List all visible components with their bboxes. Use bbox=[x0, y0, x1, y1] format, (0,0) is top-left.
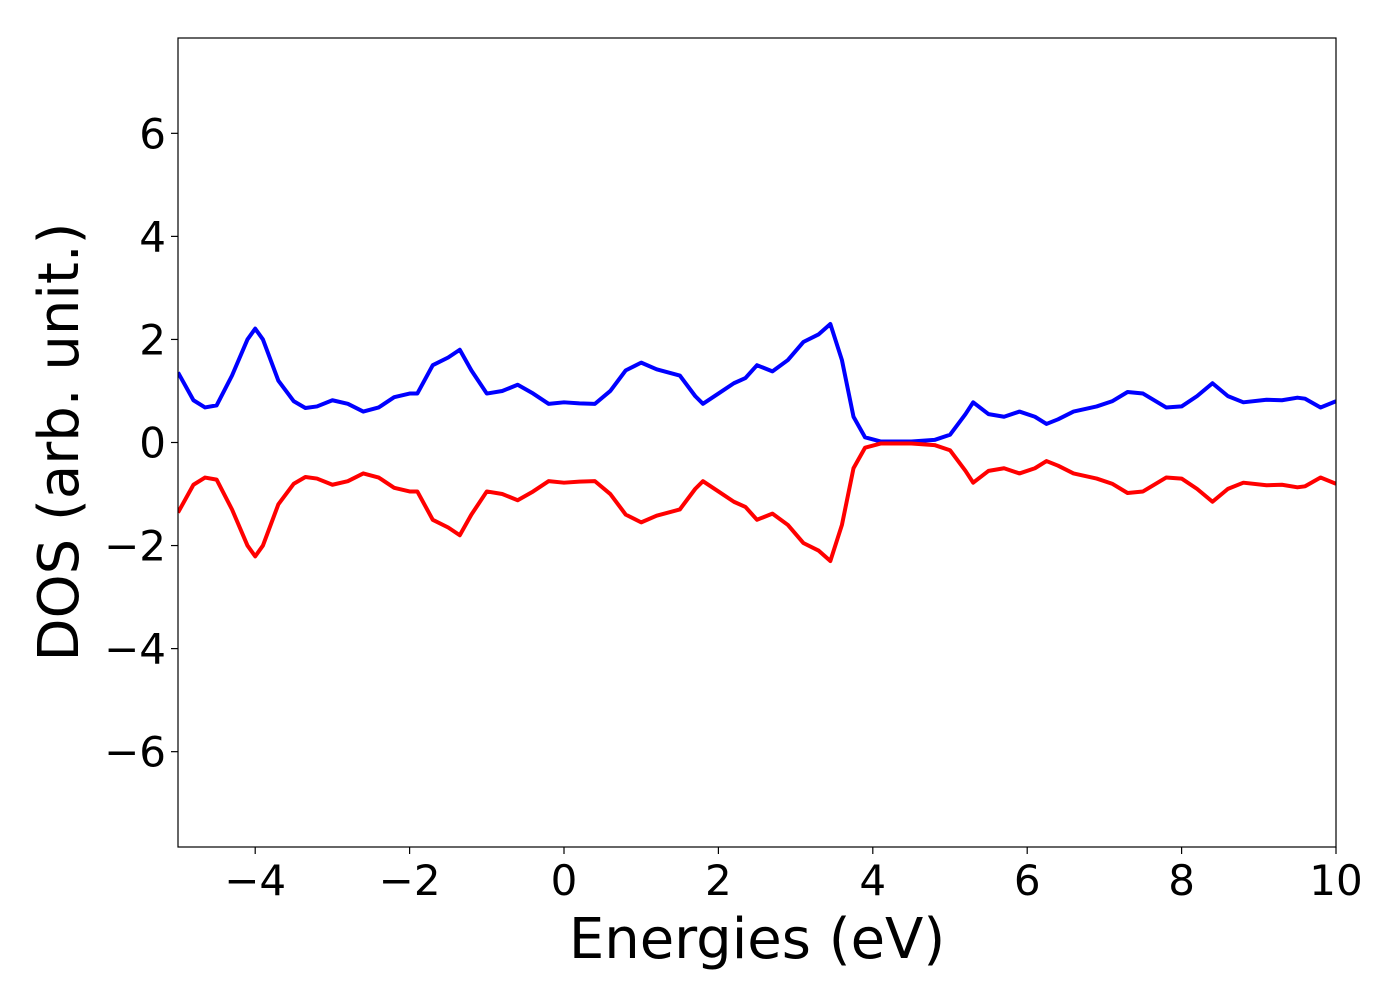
y-tick-label: 6 bbox=[139, 109, 166, 158]
x-tick-label: 4 bbox=[859, 856, 886, 905]
y-axis-label: DOS (arb. unit.) bbox=[27, 222, 92, 661]
x-tick-label: −2 bbox=[379, 856, 441, 905]
y-tick-label: 4 bbox=[139, 212, 166, 261]
y-tick-label: 0 bbox=[139, 419, 166, 468]
y-tick-label: −6 bbox=[104, 728, 166, 777]
x-tick-label: 0 bbox=[551, 856, 578, 905]
x-tick-label: −4 bbox=[224, 856, 286, 905]
series-line bbox=[178, 441, 1336, 564]
x-tick-label: 6 bbox=[1014, 856, 1041, 905]
x-tick-label: 2 bbox=[705, 856, 732, 905]
y-tick-label: −2 bbox=[104, 522, 166, 571]
series-line bbox=[178, 321, 1336, 444]
x-tick-label: 10 bbox=[1309, 856, 1362, 905]
x-tick-label: 8 bbox=[1168, 856, 1195, 905]
y-tick-label: 2 bbox=[139, 315, 166, 364]
plot-frame bbox=[177, 37, 1337, 848]
x-axis-label: Energies (eV) bbox=[569, 907, 945, 972]
y-tick-label: −4 bbox=[104, 625, 166, 674]
